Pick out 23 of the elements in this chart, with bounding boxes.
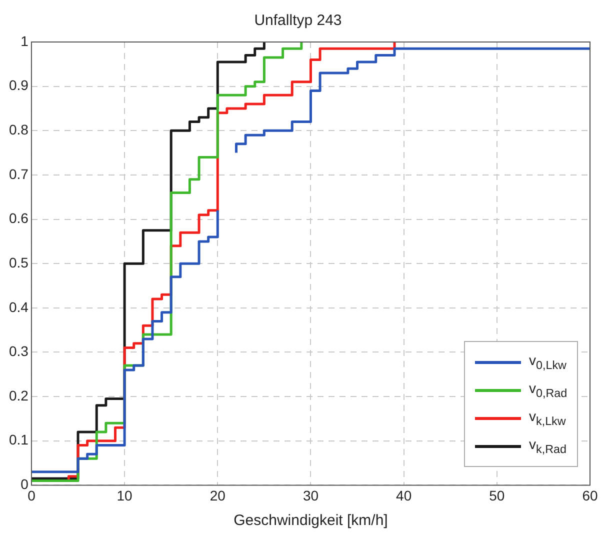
x-tick-label: 40 [396,487,412,504]
x-tick-label: 10 [116,487,133,504]
x-tick-label: 50 [489,487,505,504]
y-tick-label: 0.6 [8,210,29,226]
y-tick-label: 1 [20,32,29,49]
legend-label: v$_{k,Rad}$ [529,436,566,456]
y-tick-label: 0.5 [8,254,29,270]
y-tick-label: 0.9 [8,77,29,94]
x-axis-title: Geschwindigkeit [km/h] [234,512,388,530]
x-tick-label: 60 [582,487,598,504]
chart-title: Unfalltyp 243 [254,12,342,30]
x-tick-label: 30 [302,487,319,504]
x-tick-label: 20 [210,487,226,504]
y-tick-label: 0.1 [8,432,29,448]
legend-label: v$_{0,Rad}$ [529,380,568,400]
y-tick-label: 0.7 [8,166,29,182]
legend-label: v$_{0,Lkw}$ [529,352,566,372]
y-tick-label: 0.3 [8,343,29,360]
legend-label: v$_{k,Lkw}$ [529,408,566,428]
y-tick-label: 0.8 [8,122,29,138]
y-tick-label: 0.4 [8,298,29,315]
y-tick-label: 0 [20,476,29,492]
y-tick-label: 0.2 [8,387,29,404]
